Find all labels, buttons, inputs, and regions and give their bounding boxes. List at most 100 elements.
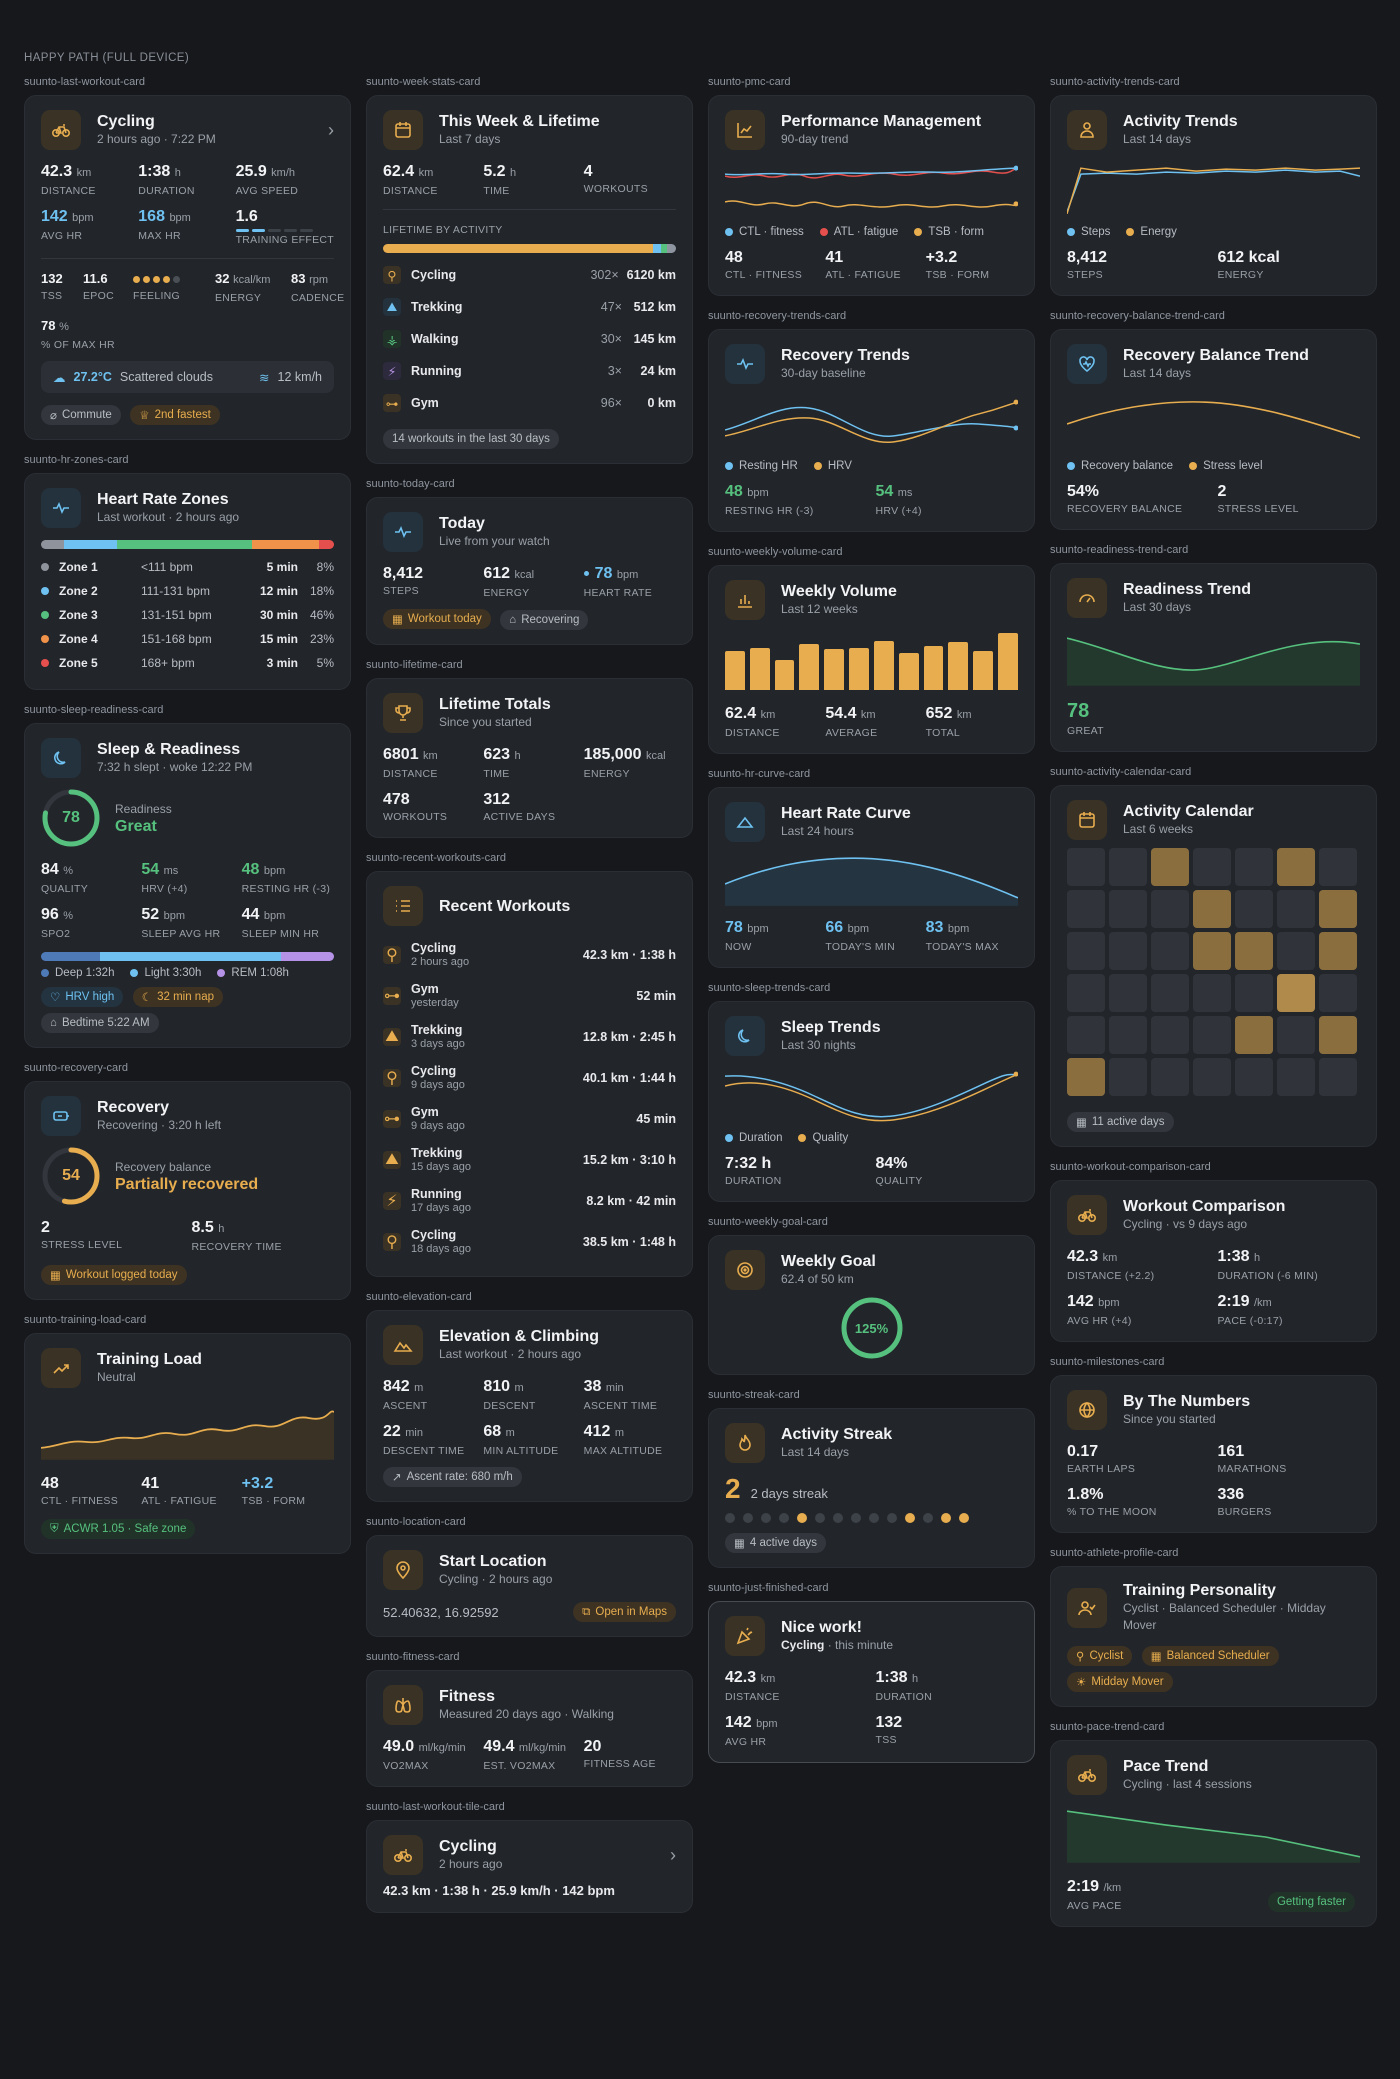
hr-zones-card[interactable]: Heart Rate Zones Last workout · 2 hours a… [24, 473, 351, 690]
athlete-profile-card[interactable]: Training Personality Cyclist · Balanced S… [1050, 1566, 1377, 1707]
pmc-card[interactable]: Performance Management 90-day trend CTL ·… [708, 95, 1035, 296]
just-finished-section: suunto-just-finished-card Nice work! Cycl… [708, 1582, 1035, 1763]
stat-value: 312 [483, 790, 575, 809]
recovery-card[interactable]: Recovery Recovering · 3:20 h left 54 Reco… [24, 1081, 351, 1300]
recent-workouts-card[interactable]: Recent Workouts ⚲ Cycling 2 hours ago 42.3 … [366, 871, 693, 1277]
calendar-day[interactable] [1067, 1058, 1105, 1096]
calendar-day[interactable] [1277, 974, 1315, 1012]
calendar-day[interactable] [1319, 1016, 1357, 1054]
calendar-day[interactable] [1109, 1016, 1147, 1054]
calendar-day[interactable] [1067, 974, 1105, 1012]
today-card[interactable]: Today Live from your watch 8,412 STEPS 612 … [366, 497, 693, 645]
list-item[interactable]: ⚲ Cycling 2 hours ago 42.3 km · 1:38 h [383, 934, 676, 975]
workout-name: Cycling [411, 940, 457, 955]
pace-trend-card[interactable]: Pace Trend Cycling · last 4 sessions 2:19… [1050, 1740, 1377, 1927]
activity-calendar-card[interactable]: Activity Calendar Last 6 weeks ▦ 11 active… [1050, 785, 1377, 1147]
recovery-balance-trend-card[interactable]: Recovery Balance Trend Last 14 days Recov… [1050, 329, 1377, 530]
calendar-day[interactable] [1151, 1016, 1189, 1054]
calendar-day[interactable] [1151, 932, 1189, 970]
readiness-trend-card[interactable]: Readiness Trend Last 30 days 78 GREAT [1050, 563, 1377, 752]
tag-workout-logged: ▦ Workout logged today [41, 1265, 187, 1285]
list-item[interactable]: ⊶ Gym 9 days ago 45 min [383, 1098, 676, 1139]
elevation-card[interactable]: Elevation & Climbing Last workout · 2 hou… [366, 1310, 693, 1502]
calendar-day[interactable] [1235, 848, 1273, 886]
calendar-day[interactable] [1235, 890, 1273, 928]
calendar-day[interactable] [1067, 890, 1105, 928]
stat-value: 54.4 km [825, 704, 917, 725]
list-item[interactable]: ⚲ Cycling 18 days ago 38.5 km · 1:48 h [383, 1221, 676, 1262]
calendar-day[interactable] [1067, 848, 1105, 886]
calendar-day[interactable] [1067, 932, 1105, 970]
recovery-trends-card[interactable]: Recovery Trends 30-day baseline Resting H… [708, 329, 1035, 532]
user-check-icon [1067, 1587, 1107, 1628]
workout-comparison-card[interactable]: Workout Comparison Cycling · vs 9 days ag… [1050, 1180, 1377, 1342]
list-item[interactable]: ⊶ Gym yesterday 52 min [383, 975, 676, 1016]
calendar-day[interactable] [1193, 1058, 1231, 1096]
stat-number: 83 [925, 919, 944, 936]
card-title: Weekly Volume [781, 583, 897, 600]
calendar-day[interactable] [1319, 890, 1357, 928]
stat-number: 54 [875, 483, 894, 500]
calendar-day[interactable] [1235, 1058, 1273, 1096]
moon-icon [41, 738, 81, 778]
calendar-day[interactable] [1067, 1016, 1105, 1054]
weekly-goal-card[interactable]: Weekly Goal 62.4 of 50 km 125% [708, 1235, 1035, 1375]
activity-trends-card[interactable]: Activity Trends Last 14 days Steps Energy… [1050, 95, 1377, 296]
calendar-day[interactable] [1277, 1016, 1315, 1054]
chevron-right-icon[interactable]: › [328, 119, 334, 140]
calendar-day[interactable] [1235, 932, 1273, 970]
calendar-day[interactable] [1193, 890, 1231, 928]
weekly-volume-card[interactable]: Weekly Volume Last 12 weeks 62.4 km DISTAN… [708, 565, 1035, 754]
calendar-day[interactable] [1319, 974, 1357, 1012]
calendar-day[interactable] [1109, 932, 1147, 970]
stat-label: DURATION (-6 MIN) [1217, 1270, 1319, 1282]
recovery-ring: 54 [41, 1146, 101, 1206]
calendar-day[interactable] [1319, 1058, 1357, 1096]
calendar-day[interactable] [1319, 932, 1357, 970]
list-item[interactable]: ⛰ Trekking 15 days ago 15.2 km · 3:10 h [383, 1139, 676, 1180]
calendar-day[interactable] [1277, 932, 1315, 970]
lungs-icon [383, 1685, 423, 1725]
week-stats-card[interactable]: This Week & Lifetime Last 7 days 62.4 km D… [366, 95, 693, 464]
calendar-day[interactable] [1319, 848, 1357, 886]
calendar-day[interactable] [1277, 1058, 1315, 1096]
calendar-day[interactable] [1151, 848, 1189, 886]
training-load-card[interactable]: Training Load Neutral 48 CTL · FITNESS 41 AT… [24, 1333, 351, 1554]
sleep-trends-card[interactable]: Sleep Trends Last 30 nights Duration Qual… [708, 1001, 1035, 1202]
calendar-day[interactable] [1151, 1058, 1189, 1096]
calendar-day[interactable] [1109, 890, 1147, 928]
calendar-day[interactable] [1193, 974, 1231, 1012]
location-card[interactable]: Start Location Cycling · 2 hours ago 52.4… [366, 1535, 693, 1637]
stat-unit: h [218, 1223, 225, 1235]
sleep-readiness-card[interactable]: Sleep & Readiness 7:32 h slept · woke 12:… [24, 723, 351, 1048]
calendar-day[interactable] [1151, 974, 1189, 1012]
milestones-card[interactable]: By The Numbers Since you started 0.17 EART… [1050, 1375, 1377, 1533]
list-item[interactable]: ⚲ Cycling 9 days ago 40.1 km · 1:44 h [383, 1057, 676, 1098]
calendar-day[interactable] [1193, 932, 1231, 970]
card-title: Recovery [97, 1099, 170, 1116]
chevron-right-icon[interactable]: › [670, 1844, 676, 1865]
streak-card[interactable]: Activity Streak Last 14 days 2 2 days str… [708, 1408, 1035, 1568]
stat-value: 612 kcal [483, 564, 575, 585]
calendar-day[interactable] [1151, 890, 1189, 928]
last-workout-card[interactable]: Cycling 2 hours ago · 7:22 PM › 42.3 km DI… [24, 95, 351, 440]
calendar-day[interactable] [1277, 848, 1315, 886]
calendar-day[interactable] [1193, 848, 1231, 886]
training-load-chart [41, 1410, 334, 1460]
calendar-day[interactable] [1109, 848, 1147, 886]
calendar-day[interactable] [1235, 974, 1273, 1012]
lifetime-card[interactable]: Lifetime Totals Since you started 6801 km… [366, 678, 693, 838]
list-item[interactable]: ⛰ Trekking 3 days ago 12.8 km · 2:45 h [383, 1016, 676, 1057]
last-workout-tile-card[interactable]: Cycling 2 hours ago › 42.3 km · 1:38 h · … [366, 1820, 693, 1913]
list-item[interactable]: ⚡ Running 17 days ago 8.2 km · 42 min [383, 1180, 676, 1221]
just-finished-card[interactable]: Nice work! Cycling · this minute 42.3 km D… [708, 1601, 1035, 1763]
open-in-maps-button[interactable]: ⧉ Open in Maps [573, 1602, 676, 1622]
calendar-day[interactable] [1277, 890, 1315, 928]
stat-item: 7:32 h DURATION [725, 1154, 868, 1187]
calendar-day[interactable] [1235, 1016, 1273, 1054]
calendar-day[interactable] [1193, 1016, 1231, 1054]
calendar-day[interactable] [1109, 974, 1147, 1012]
fitness-card[interactable]: Fitness Measured 20 days ago · Walking 49… [366, 1670, 693, 1787]
hr-curve-card[interactable]: Heart Rate Curve Last 24 hours 78 bpm NOW 6… [708, 787, 1035, 968]
calendar-day[interactable] [1109, 1058, 1147, 1096]
